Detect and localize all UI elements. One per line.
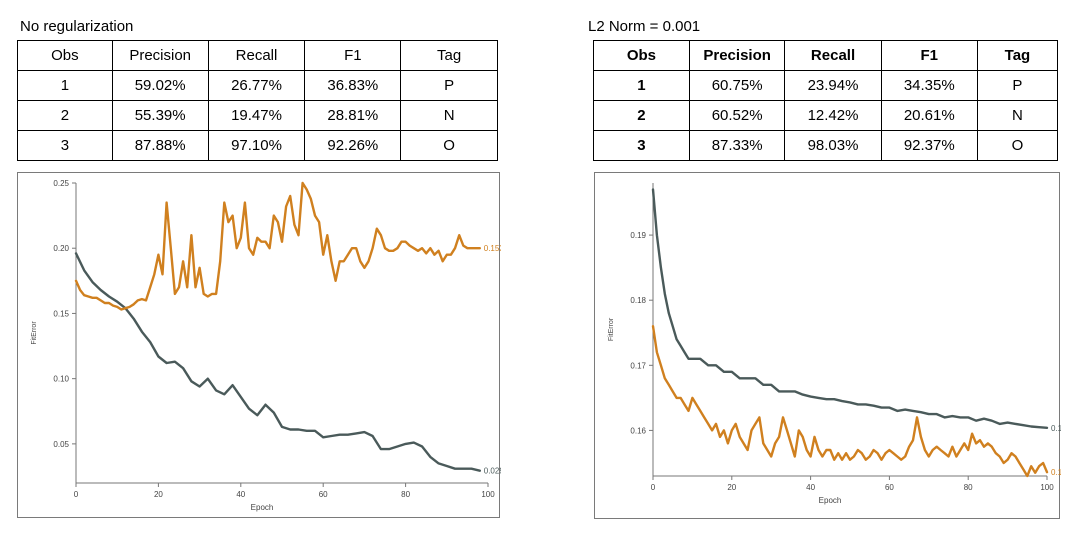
cell-precision: 87.88% (111, 130, 209, 161)
cell-f1: 34.35% (880, 70, 978, 101)
header-precision: Precision (688, 40, 786, 71)
cell-obs: 2 (593, 100, 690, 131)
x-tick-label: 100 (1040, 483, 1054, 492)
cell-f1: 92.37% (880, 130, 978, 161)
x-tick-label: 20 (727, 483, 736, 492)
cell-recall: 26.77% (207, 70, 306, 101)
y-tick-label: 0.17 (630, 361, 646, 370)
table-row: 1 60.75% 23.94% 34.35% P (593, 70, 1059, 101)
cell-obs: 3 (17, 130, 113, 161)
series-line-test (74, 181, 481, 311)
y-tick-label: 0.16 (630, 426, 646, 435)
x-axis-label: Epoch (251, 503, 274, 512)
right-chart-frame: 0.16 0.17 0.18 0.19 0 20 40 60 80 100 Epoch FitErro… (594, 172, 1061, 519)
header-f1: F1 (880, 40, 978, 71)
cell-tag: P (976, 70, 1059, 101)
table-header-row: Obs Precision Recall F1 Tag (17, 40, 498, 71)
table-row: 3 87.88% 97.10% 92.26% O (17, 130, 498, 161)
x-tick-label: 60 (885, 483, 894, 492)
y-tick-label: 0.20 (53, 244, 69, 253)
header-obs: Obs (593, 40, 690, 71)
cell-f1: 92.26% (304, 130, 402, 161)
header-recall: Recall (207, 40, 306, 71)
left-panel-title: No regularization (20, 18, 134, 35)
x-tick-label: 80 (964, 483, 973, 492)
table-row: 2 60.52% 12.42% 20.61% N (593, 100, 1059, 131)
cell-obs: 1 (17, 70, 113, 101)
cell-precision: 87.33% (688, 130, 786, 161)
cell-obs: 2 (17, 100, 113, 131)
header-tag: Tag (976, 40, 1059, 71)
left-chart-frame: 0.05 0.10 0.15 0.20 0.25 0 20 40 60 80 100 Epoch Fit… (17, 172, 501, 518)
cell-recall: 12.42% (784, 100, 882, 131)
header-obs: Obs (17, 40, 113, 71)
cell-recall: 98.03% (784, 130, 882, 161)
cell-precision: 55.39% (111, 100, 209, 131)
table-row: 1 59.02% 26.77% 36.83% P (17, 70, 498, 101)
y-tick-label: 0.25 (53, 179, 69, 188)
x-tick-label: 80 (401, 490, 410, 499)
x-axis-label: Epoch (819, 496, 842, 505)
x-tick-label: 100 (481, 490, 495, 499)
cell-tag: N (400, 100, 498, 131)
series-line-test (651, 324, 1049, 478)
cell-recall: 23.94% (784, 70, 882, 101)
series-line-train (651, 188, 1049, 430)
series-end-value-label: 0.153618 (1051, 468, 1061, 477)
series-end-value-label: 0.153242 (484, 244, 501, 253)
x-tick-label: 0 (74, 490, 79, 499)
header-tag: Tag (400, 40, 498, 71)
header-recall: Recall (784, 40, 882, 71)
header-f1: F1 (304, 40, 402, 71)
y-tick-label: 0.15 (53, 309, 69, 318)
cell-f1: 20.61% (880, 100, 978, 131)
series-line-train (74, 252, 481, 472)
cell-precision: 60.52% (688, 100, 786, 131)
right-metrics-table: Obs Precision Recall F1 Tag 1 60.75% 23.… (593, 40, 1059, 161)
right-fit-error-chart: 0.16 0.17 0.18 0.19 0 20 40 60 80 100 Epoch FitErro… (608, 183, 1061, 505)
table-row: 3 87.33% 98.03% 92.37% O (593, 130, 1059, 161)
cell-f1: 28.81% (304, 100, 402, 131)
right-panel-title: L2 Norm = 0.001 (588, 18, 701, 35)
y-tick-label: 0.19 (630, 231, 646, 240)
cell-obs: 3 (593, 130, 690, 161)
left-metrics-table: Obs Precision Recall F1 Tag 1 59.02% 26.… (17, 40, 498, 161)
cell-precision: 60.75% (688, 70, 786, 101)
cell-tag: O (400, 130, 498, 161)
x-tick-label: 60 (319, 490, 328, 499)
table-header-row: Obs Precision Recall F1 Tag (593, 40, 1059, 71)
y-tick-label: 0.05 (53, 440, 69, 449)
cell-precision: 59.02% (111, 70, 209, 101)
header-precision: Precision (111, 40, 209, 71)
cell-tag: P (400, 70, 498, 101)
y-axis-label: FitError (31, 321, 38, 345)
cell-recall: 97.10% (207, 130, 306, 161)
left-fit-error-chart: 0.05 0.10 0.15 0.20 0.25 0 20 40 60 80 100 Epoch Fit… (31, 179, 501, 512)
y-tick-label: 0.18 (630, 296, 646, 305)
y-tick-label: 0.10 (53, 375, 69, 384)
cell-obs: 1 (593, 70, 690, 101)
x-tick-label: 0 (651, 483, 656, 492)
cell-recall: 19.47% (207, 100, 306, 131)
cell-tag: N (976, 100, 1059, 131)
x-tick-label: 40 (236, 490, 245, 499)
series-end-value-label: 0.160441 (1051, 424, 1061, 433)
cell-f1: 36.83% (304, 70, 402, 101)
x-tick-label: 20 (154, 490, 163, 499)
series-end-value-label: 0.029406 (484, 467, 501, 476)
cell-tag: O (976, 130, 1059, 161)
y-axis-label: FitError (608, 317, 615, 341)
x-tick-label: 40 (806, 483, 815, 492)
table-row: 2 55.39% 19.47% 28.81% N (17, 100, 498, 131)
